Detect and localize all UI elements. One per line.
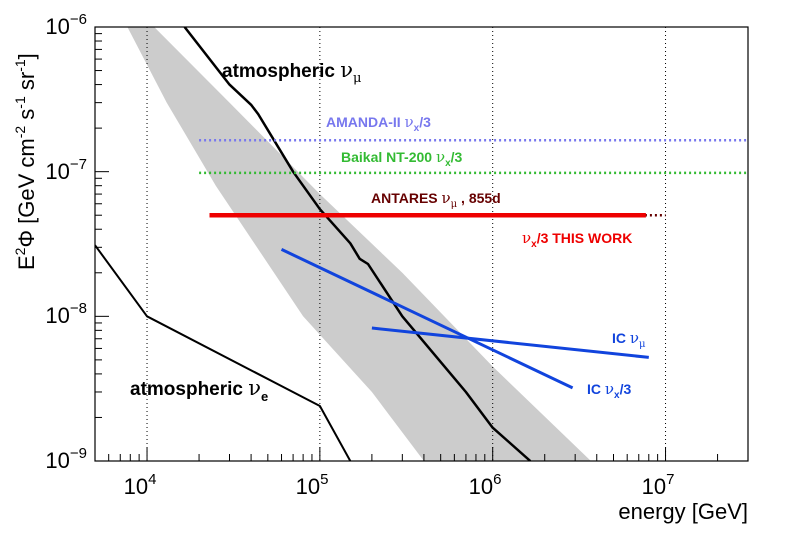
series-layer [95, 27, 748, 461]
x-tick-labels: 104 105 106 107 [124, 471, 675, 499]
band-layer [127, 27, 591, 461]
series-ic-numu [371, 326, 649, 359]
grid-layer [146, 27, 667, 461]
plot-area [95, 27, 748, 461]
atmospheric-numu-uncertainty-band [127, 27, 591, 461]
y-axis-title: E2Φ [GeV cm-2 s-1 sr-1] [12, 53, 39, 270]
label-atmospheric-nue: atmospheric νe [130, 376, 268, 404]
tick-layer [94, 26, 749, 462]
label-amanda: AMANDA-II νx/3 [326, 113, 431, 134]
y-tick-label-1e-9: 10−9 [45, 445, 87, 473]
label-antares: ANTARES νμ , 855d [371, 189, 501, 210]
x-tick-label-1e6: 106 [469, 471, 502, 499]
y-tick-label-1e-7: 10−7 [45, 156, 87, 184]
series-ic-nux-3 [280, 248, 574, 390]
x-tick-label-1e5: 105 [296, 471, 329, 499]
series-atmospheric-numu [183, 27, 532, 461]
label-ic-numu: IC νμ [612, 329, 646, 350]
y-tick-label-1e-8: 10−8 [45, 300, 87, 328]
label-this-work: νx/3 THIS WORK [522, 229, 632, 250]
series-atmospheric-nue [95, 244, 352, 461]
label-baikal: Baikal NT-200 νx/3 [341, 148, 463, 169]
x-tick-label-1e4: 104 [124, 471, 157, 499]
x-tick-label-1e7: 107 [642, 471, 675, 499]
label-atmospheric-numu: atmospheric νμ [222, 58, 362, 86]
y-tick-labels: 10−9 10−8 10−7 10−6 [45, 11, 87, 473]
plot-frame [94, 26, 749, 462]
label-ic-nux: IC νx/3 [587, 380, 631, 401]
x-axis-title: energy [GeV] [618, 499, 748, 524]
y-tick-label-1e-6: 10−6 [45, 11, 87, 39]
